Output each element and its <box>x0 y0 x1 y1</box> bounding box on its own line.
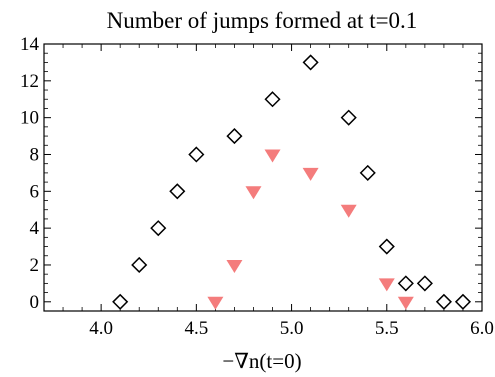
data-point-diamond <box>416 275 433 292</box>
data-point-diamond <box>226 128 243 145</box>
data-point-diamond <box>454 293 472 310</box>
x-tick-label: 5.0 <box>280 318 304 339</box>
data-point-triangle <box>245 186 262 200</box>
data-point-diamond <box>340 109 357 126</box>
data-point-diamond <box>397 275 414 292</box>
y-tick-label: 12 <box>20 71 39 92</box>
data-point-diamond <box>435 293 452 310</box>
data-point-triangle <box>378 278 395 292</box>
data-point-diamond <box>359 164 376 181</box>
data-point-triangle <box>340 204 357 218</box>
data-point-diamond <box>188 146 205 163</box>
y-tick-label: 4 <box>30 218 40 239</box>
chart-title: Number of jumps formed at t=0.1 <box>107 8 418 33</box>
data-point-triangle <box>226 259 243 273</box>
y-tick-label: 10 <box>20 108 39 129</box>
data-point-diamond <box>150 220 167 237</box>
data-point-diamond <box>112 293 129 310</box>
axis-ticks: 4.0 4.5 5.0 5.5 6.0 0 2 4 6 8 10 12 14 <box>20 34 494 339</box>
data-point-diamond <box>302 54 319 71</box>
y-tick-label: 14 <box>20 34 40 55</box>
data-points <box>112 54 472 310</box>
data-point-triangle <box>207 296 224 310</box>
data-point-diamond <box>378 238 395 255</box>
x-tick-label: 4.5 <box>184 318 208 339</box>
data-point-triangle <box>302 167 319 181</box>
y-tick-label: 0 <box>30 292 40 313</box>
data-point-triangle <box>397 296 414 310</box>
data-point-triangle <box>264 149 281 163</box>
data-point-diamond <box>131 256 148 274</box>
y-tick-label: 2 <box>30 255 40 276</box>
x-tick-label: 5.5 <box>375 318 399 339</box>
data-point-diamond <box>264 91 281 108</box>
x-tick-label: 4.0 <box>89 318 113 339</box>
data-point-diamond <box>169 183 186 200</box>
y-tick-label: 8 <box>30 144 40 165</box>
plot-frame <box>43 43 483 312</box>
x-tick-label: 6.0 <box>470 318 494 339</box>
y-tick-label: 6 <box>30 181 40 202</box>
x-axis-label: −∇n(t=0) <box>222 349 301 373</box>
